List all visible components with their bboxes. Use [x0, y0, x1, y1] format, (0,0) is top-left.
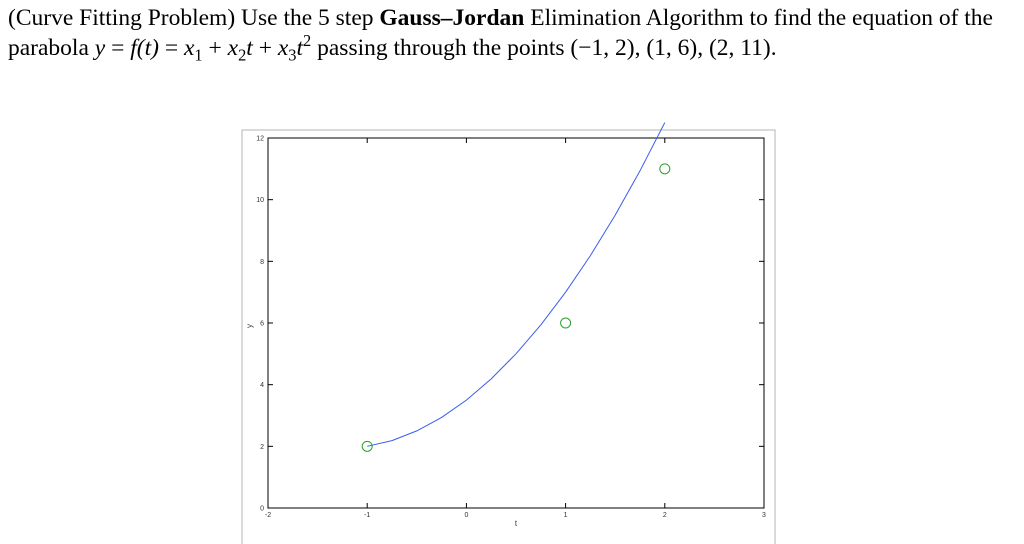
eq-x3-sub: 3	[288, 45, 297, 65]
eq-t2-sup: 2	[303, 30, 312, 50]
eq-equals-2: =	[158, 34, 184, 61]
point-sep-2: ,	[697, 34, 709, 61]
y-tick-label: 0	[260, 506, 264, 513]
y-tick-label: 4	[260, 382, 264, 389]
eq-x3: x	[277, 34, 289, 61]
problem-intro: (Curve Fitting Problem) Use the 5 step	[8, 5, 380, 31]
eq-plus-1: +	[202, 34, 228, 61]
y-axis-label: y	[245, 324, 254, 328]
y-tick-label: 8	[260, 259, 264, 266]
eq-x1: x	[183, 34, 195, 61]
point-1: (−1, 2)	[570, 34, 635, 61]
eq-plus-2: +	[252, 34, 278, 61]
eq-t-arg: (t)	[136, 34, 159, 61]
method-name: Gauss–Jordan	[379, 5, 525, 31]
data-point-marker	[560, 317, 572, 329]
data-series	[361, 122, 671, 452]
eq-equals-1: =	[105, 34, 131, 61]
x-axis-label: t	[515, 519, 518, 528]
y-tick-label: 2	[260, 444, 264, 451]
point-2: (1, 6)	[646, 34, 698, 61]
problem-end: .	[770, 34, 777, 61]
plot-area	[267, 137, 765, 509]
problem-outro: passing through the points	[311, 34, 571, 61]
x-tick-label: -1	[364, 512, 370, 519]
problem-mid: Elimination Algorithm to find the equati…	[8, 5, 993, 61]
parabola-curve	[367, 122, 666, 447]
eq-t-1: t	[246, 34, 253, 61]
parabola-equation: y = f(t) = x1 + x2t + x3t2	[94, 32, 311, 65]
point-sep-1: ,	[634, 34, 647, 61]
x-tick-label: 1	[564, 512, 568, 519]
data-point-marker	[659, 163, 671, 175]
data-point-marker	[361, 440, 373, 452]
y-tick-label: 6	[260, 321, 264, 328]
eq-x1-sub: 1	[194, 45, 203, 65]
eq-x2-sub: 2	[238, 45, 247, 65]
eq-x2: x	[227, 34, 239, 61]
x-tick-label: 0	[464, 512, 468, 519]
x-tick-label: 3	[762, 512, 766, 519]
eq-f: f	[130, 34, 137, 61]
x-tick-label: -2	[265, 512, 271, 519]
eq-y: y	[94, 34, 106, 61]
y-tick-label: 10	[256, 197, 264, 204]
point-3: (2, 11)	[708, 34, 771, 61]
figure-frame	[241, 129, 776, 544]
problem-statement: (Curve Fitting Problem) Use the 5 step G…	[8, 4, 1016, 63]
x-tick-label: 2	[663, 512, 667, 519]
y-tick-label: 12	[256, 136, 264, 143]
eq-t-2: t	[296, 34, 304, 61]
